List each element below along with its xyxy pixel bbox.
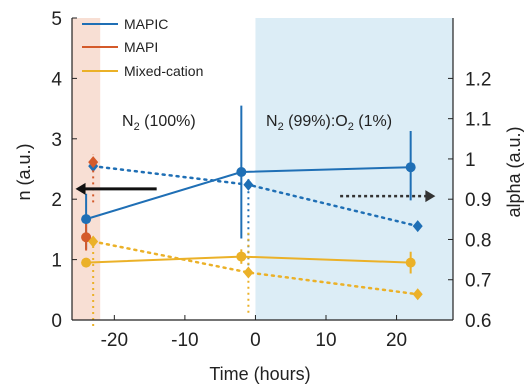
y-left-tick-label-5: 5 [51,9,62,30]
n-point-mapic-1 [236,167,247,178]
alpha-point-mixed-cation-1 [243,266,254,279]
y-left-tick-label-0: 0 [51,311,62,332]
series-mapi [81,154,99,251]
n-point-mapic-2 [405,162,416,173]
series-layer [81,105,423,327]
region-label-n2: N2 (100%) [122,113,196,133]
x-tick-label-1: -10 [171,330,198,351]
n-point-mapic-0 [81,214,92,225]
x-tick-label-3: 10 [315,330,336,351]
alpha-point-mixed-cation-2 [412,288,423,301]
n-point-mapi-0 [81,232,92,243]
n-point-mixed-cation-2 [405,257,416,268]
series-mixed-cation [81,232,423,327]
y-axis-label-right: alpha (a.u.) [504,126,524,217]
n-point-mixed-cation-0 [81,257,92,268]
x-tick-label-0: -20 [101,330,128,351]
alpha-point-mapi-0 [88,156,99,169]
y-axis-label-left: n (a.u.) [14,143,34,200]
y-left-tick-label-4: 4 [51,69,62,90]
y-left-tick-label-3: 3 [51,130,62,151]
background-region-0 [72,18,101,320]
x-tick-label-2: 0 [250,330,261,351]
alpha-point-mapic-1 [243,178,254,191]
legend: MAPIC MAPI Mixed-cation [82,16,203,79]
alpha-point-mapic-2 [412,220,423,233]
y-right-tick-label-0: 0.6 [465,311,491,332]
arrow-head-0 [75,182,86,195]
y-left-tick-label-1: 1 [51,251,62,272]
y-right-tick-label-6: 1.2 [465,69,491,90]
legend-label-mapi: MAPI [124,39,158,55]
y-right-tick-label-4: 1 [465,150,476,171]
alpha-line-mixed-cation [91,240,419,296]
n-point-mixed-cation-1 [236,251,247,262]
region-label-n2-o2: N2 (99%):O2 (1%) [266,113,392,133]
alpha-point-mixed-cation-0 [88,235,99,248]
y-right-tick-label-2: 0.8 [465,230,491,251]
x-tick-label-4: 20 [386,330,407,351]
y-right-tick-label-3: 0.9 [465,190,491,211]
legend-label-mapic: MAPIC [124,16,168,32]
y-left-tick-label-2: 2 [51,190,62,211]
y-right-tick-label-5: 1.1 [465,110,491,131]
legend-label-mixed-cation: Mixed-cation [124,63,203,79]
axes-layer: -20 -10 0 10 20 0 1 2 3 4 5 0.6 0.7 0.8 0.9 1 1.1 1.2 [51,9,491,351]
y-right-tick-label-1: 0.7 [465,271,491,292]
x-axis-label: Time (hours) [209,364,310,384]
arrow-head-1 [425,190,436,203]
arrow-layer [75,182,436,203]
